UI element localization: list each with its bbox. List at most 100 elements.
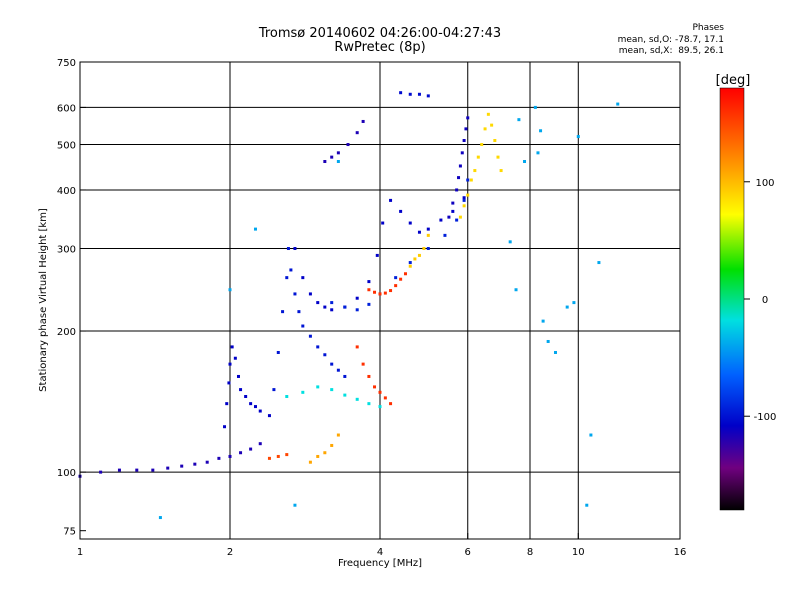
x-axis-label: Frequency [MHz] [338,558,422,569]
data-point [408,221,412,225]
data-point [308,292,312,296]
data-point [378,292,382,296]
data-point [469,178,473,182]
data-point [483,127,487,131]
data-point [597,261,601,265]
data-point [490,123,494,127]
data-point [267,414,271,418]
data-point [451,201,455,205]
data-point [523,160,527,164]
data-point [301,276,305,280]
data-point [373,385,377,389]
data-point [330,362,334,366]
data-point [308,460,312,464]
data-point [117,468,121,472]
data-point [249,447,253,451]
data-point [135,468,139,472]
data-point [228,454,232,458]
data-point [389,289,393,293]
x-tick-label: 1 [77,547,83,558]
data-point [330,308,334,312]
x-tick-label: 4 [377,547,383,558]
data-point [572,301,576,305]
data-point [180,464,184,468]
data-point [426,233,430,237]
data-point [367,302,371,306]
y-tick-label: 600 [57,103,76,114]
data-point [285,276,289,280]
data-point [399,209,403,213]
data-point [389,402,393,406]
data-point [585,503,589,507]
data-point [330,443,334,447]
data-point [417,230,421,234]
data-point [508,240,512,244]
data-point [193,462,197,466]
data-point [480,143,484,147]
data-point [589,433,593,437]
data-point [355,131,359,135]
data-point [496,155,500,159]
data-point [383,396,387,400]
data-point [281,310,285,314]
data-point [223,425,227,429]
data-point [439,218,443,222]
data-point [355,308,359,312]
data-point [355,397,359,401]
data-point [378,405,382,409]
data-point [476,155,480,159]
data-point [383,291,387,295]
y-tick-label: 750 [57,58,76,69]
data-point [343,305,347,309]
data-point [343,374,347,378]
colorbar-label: [deg] [716,73,751,88]
y-tick-label: 75 [63,527,76,538]
y-tick-label: 200 [57,327,76,338]
data-point [464,127,468,131]
data-point [466,193,470,197]
data-point [367,288,371,292]
colorbar-tick-label: -100 [754,412,777,423]
stats-o-line: mean, sd,O: -78.7, 17.1 [617,35,724,45]
data-point [443,233,447,237]
data-point [451,209,455,213]
data-point [517,118,521,122]
data-point [399,91,403,95]
data-point [413,257,417,261]
data-point [205,460,209,464]
x-tick-label: 8 [527,547,533,558]
data-point [323,305,327,309]
data-point [426,94,430,98]
data-point [236,374,240,378]
colorbar [719,87,745,511]
data-point [381,221,385,225]
data-point [228,288,232,292]
data-point [458,164,462,168]
x-tick-label: 2 [227,547,233,558]
data-point [417,253,421,257]
data-point [225,402,229,406]
chart-title: Tromsø 20140602 04:26:00-04:27:43 [258,26,502,41]
data-point [493,139,497,143]
data-point [462,204,466,208]
data-point [297,310,301,314]
colorbar-tick-label: 0 [762,295,768,306]
data-point [258,442,262,446]
data-point [258,409,262,413]
data-point [447,215,451,219]
y-tick-label: 500 [57,141,76,152]
colorbar-tick-label: 100 [755,178,774,189]
data-point [553,350,557,354]
data-point [466,178,470,182]
y-tick-label: 100 [57,468,76,479]
data-point [323,353,327,357]
data-point [336,433,340,437]
data-point [457,176,461,180]
data-point [514,288,518,292]
data-point [378,390,382,394]
data-point [249,402,253,406]
data-point [285,395,289,399]
x-tick-label: 6 [465,547,471,558]
data-point [285,453,289,457]
